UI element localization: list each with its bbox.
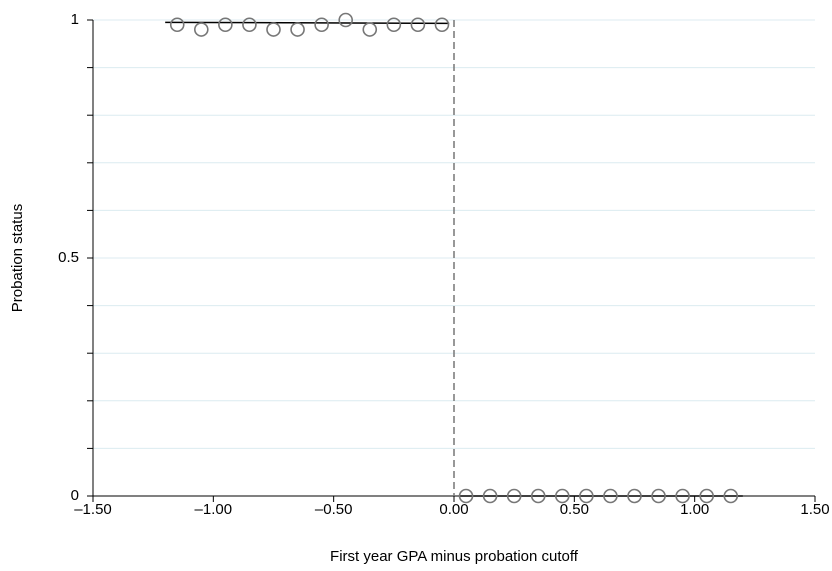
point — [627, 488, 642, 504]
x-axis-label: First year GPA minus probation cutoff — [330, 548, 579, 565]
point — [194, 22, 209, 37]
point — [290, 22, 305, 37]
point — [266, 22, 281, 37]
point — [314, 17, 329, 33]
y-tick-label: 0.5 — [58, 249, 79, 266]
point — [554, 488, 570, 504]
point — [458, 488, 474, 504]
point — [218, 17, 233, 33]
point — [386, 17, 402, 33]
point — [242, 17, 257, 33]
point — [338, 12, 354, 28]
x-tick-label: –1.50 — [74, 501, 112, 518]
x-tick-label: –1.00 — [195, 501, 233, 518]
point — [362, 22, 378, 37]
point — [699, 488, 715, 504]
point — [530, 488, 546, 504]
point — [482, 488, 498, 504]
point — [675, 488, 690, 504]
point — [506, 488, 522, 504]
point — [434, 17, 450, 33]
point — [579, 488, 594, 504]
point — [410, 17, 426, 33]
y-tick-label: 0 — [71, 487, 79, 504]
point — [723, 488, 739, 504]
x-tick-label: 1.50 — [800, 501, 829, 518]
point — [603, 488, 618, 504]
y-axis-label: Probation status — [9, 204, 26, 312]
point — [169, 17, 185, 33]
x-tick-label: –0.50 — [315, 501, 353, 518]
y-tick-label: 1 — [71, 11, 79, 28]
x-tick-label: 1.00 — [680, 501, 709, 518]
point — [651, 488, 666, 504]
x-tick-label: 0.00 — [439, 501, 468, 518]
x-tick-label: 0.50 — [560, 501, 589, 518]
fit-line — [165, 21, 450, 25]
